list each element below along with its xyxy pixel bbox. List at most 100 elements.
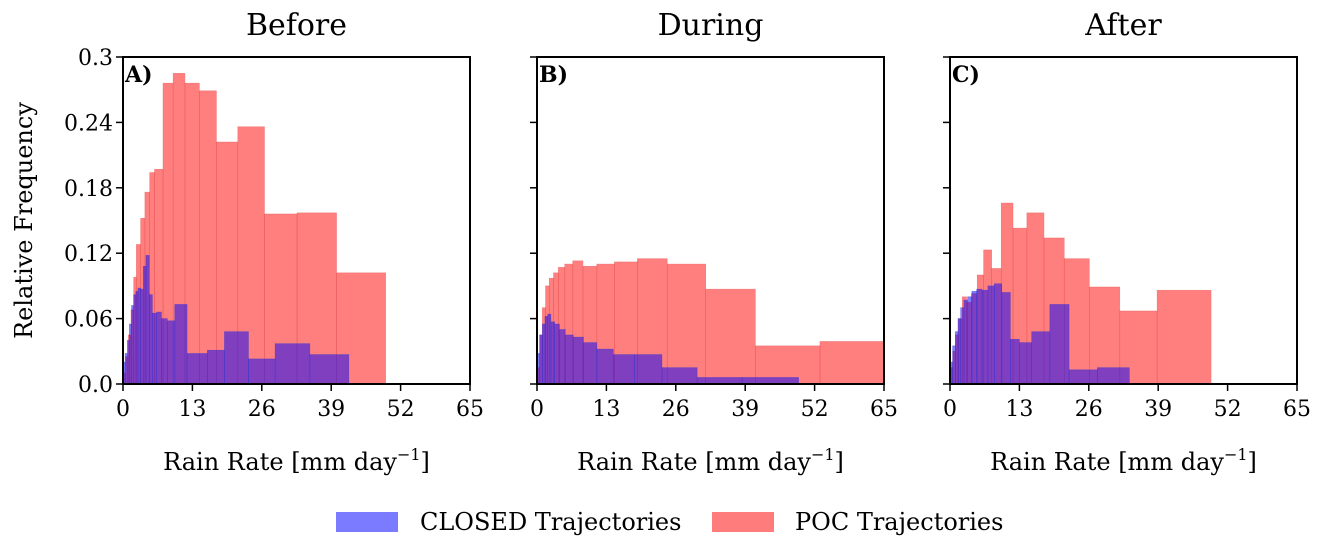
bar [705,288,756,385]
bar [666,263,706,385]
bar [1031,331,1051,385]
y-axis-label: Relative Frequency [10,102,38,339]
x-tick-label: 65 [456,397,484,422]
x-tick-label: 0 [116,397,130,422]
bar [559,329,566,385]
bar [963,299,968,385]
bar [137,287,141,385]
bar [573,336,584,385]
bar [550,321,555,385]
bar [987,285,995,385]
y-tick-label: 0.18 [64,177,113,202]
series-closed [122,255,350,385]
x-tick-label: 13 [178,397,206,422]
panel-label: B) [539,62,568,88]
legend-swatch [712,512,774,532]
x-tick-label: 52 [387,397,415,422]
panel-label: A) [124,62,152,88]
x-tick-label: 13 [592,397,620,422]
bar [309,354,350,385]
bar [976,288,983,385]
bar [1156,289,1212,385]
x-tick-label: 0 [530,397,544,422]
x-tick-label: 65 [870,397,898,422]
x-tick-label: 39 [317,397,345,422]
bar [952,345,956,385]
bar [1010,339,1020,385]
chart-title: Before [246,8,347,43]
bar [248,358,276,385]
chart-title: During [658,8,764,43]
x-tick-label: 26 [662,397,690,422]
bar [199,90,217,385]
legend-label: CLOSED Trajectories [420,508,681,536]
y-tick-label: 0.3 [78,46,113,71]
x-tick-label: 39 [1144,397,1172,422]
bar [542,323,546,385]
bar [148,294,153,385]
bar [1019,342,1032,385]
bar [161,318,168,385]
x-tick-label: 52 [801,397,829,422]
x-tick-label: 52 [1214,397,1242,422]
bar [224,331,249,385]
legend-label: POC Trajectories [795,508,1003,536]
chart-title: After [1084,8,1162,43]
x-tick-label: 39 [731,397,759,422]
bar [544,316,548,385]
axes-frame [122,56,471,385]
bar [274,343,311,385]
bar [955,331,959,385]
bar [564,334,574,385]
bar [547,313,552,385]
bar [186,353,208,385]
bar [145,255,150,385]
panel-label: C) [952,62,980,88]
bar [133,294,137,385]
y-tick-label: 0.0 [78,373,113,398]
x-axis-label: Rain Rate [mm day−1] [163,445,430,476]
x-axis-label: Rain Rate [mm day−1] [577,445,844,476]
bar [207,349,225,385]
bar [971,291,977,385]
bar [634,354,663,385]
bar [131,305,134,385]
bar [539,334,543,385]
axes-frame [949,56,1298,385]
bar [613,354,635,385]
bar [142,265,147,385]
y-tick-label: 0.24 [64,111,113,136]
x-tick-label: 26 [248,397,276,422]
x-tick-label: 65 [1283,397,1311,422]
panel-1: Before A) 0 13 26 39 52 65 0.0 0.06 0.12 0.18 0.24 0.… [10,8,484,476]
bar [129,323,132,385]
y-tick-label: 0.06 [64,308,113,333]
bar [1068,369,1098,385]
bar [957,318,961,385]
bar [967,296,973,385]
bar [135,291,139,385]
bar [140,288,144,385]
bar [819,341,885,385]
bar [126,340,130,385]
x-tick-label: 13 [1005,397,1033,422]
bar [152,312,157,385]
bar [554,323,560,385]
bar [981,289,989,385]
x-tick-label: 0 [943,397,957,422]
x-axis-label: Rain Rate [mm day−1] [990,445,1257,476]
panel-3: After C) 0 13 26 39 52 65 Rain Rate [mm day−1] [943,8,1311,476]
legend-swatch [336,512,398,532]
bar [167,320,176,385]
legend: CLOSED Trajectories POC Trajectories [336,508,1003,536]
bar [960,307,965,385]
bar [174,304,188,385]
x-tick-label: 26 [1075,397,1103,422]
bar [1049,304,1070,385]
bar [583,342,598,385]
bar [124,353,128,385]
bar [1097,367,1130,385]
bar [596,348,614,385]
y-tick-label: 0.12 [64,242,113,267]
